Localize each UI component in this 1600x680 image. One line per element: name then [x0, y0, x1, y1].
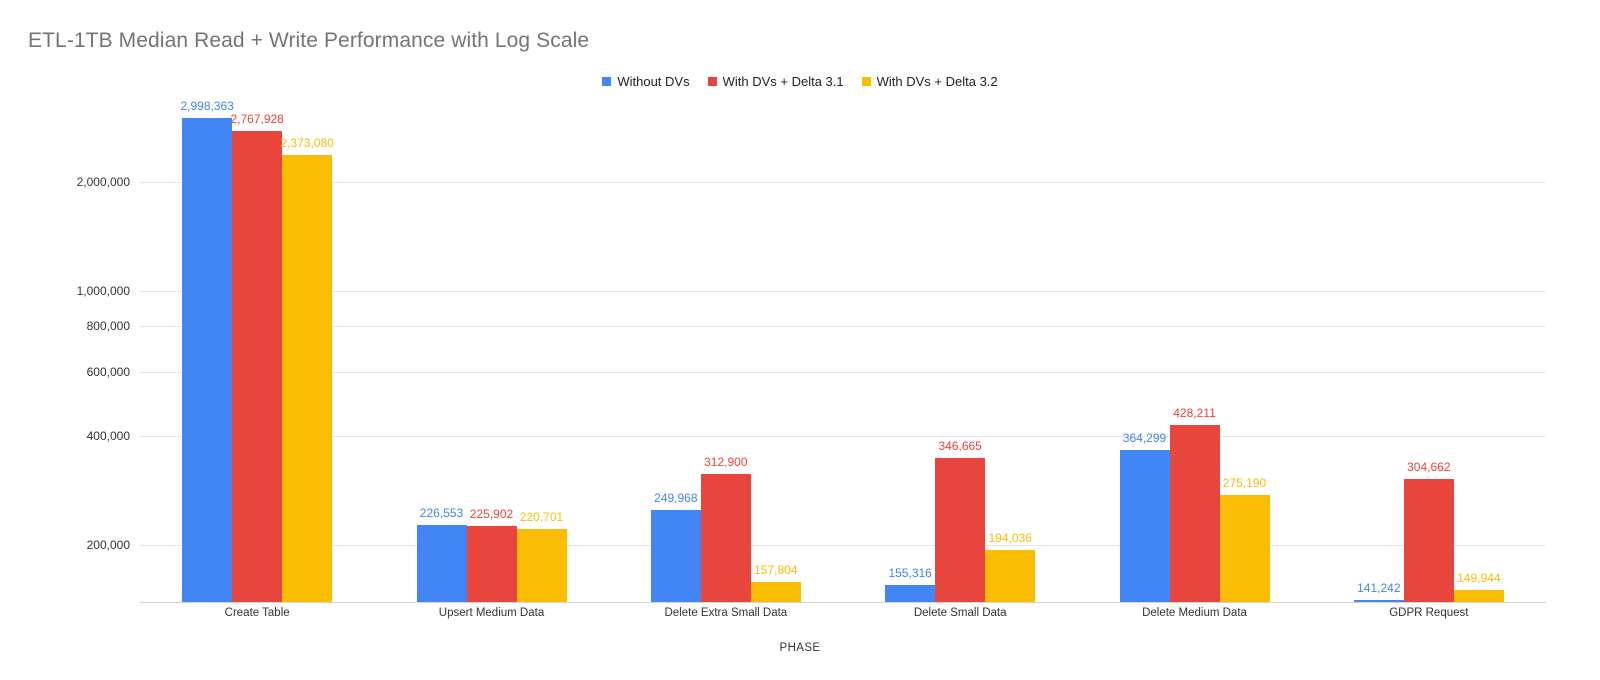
bar[interactable] — [700, 474, 751, 602]
bar-value-label: 226,553 — [419, 506, 464, 521]
y-axis-tick-label: 800,000 — [86, 319, 130, 334]
legend-label: With DVs + Delta 3.1 — [722, 74, 844, 89]
bar-value-label: 2,373,080 — [280, 136, 334, 151]
bar-value-label: 2,998,363 — [180, 99, 234, 114]
bar[interactable] — [466, 525, 517, 602]
legend-item-2[interactable]: With DVs + Delta 3.1 — [707, 74, 844, 89]
gridline — [140, 326, 1546, 328]
bar[interactable] — [232, 130, 283, 602]
legend-swatch-icon — [602, 77, 612, 86]
bar[interactable] — [416, 525, 467, 602]
legend-swatch-icon — [707, 77, 717, 86]
y-axis-tick-label: 1,000,000 — [76, 284, 130, 299]
bar-value-label: 304,662 — [1407, 459, 1451, 474]
bar-value-label: 194,036 — [988, 530, 1032, 545]
legend-label: Without DVs — [617, 74, 690, 89]
bar-value-label: 346,665 — [938, 439, 982, 454]
x-axis-category-label: GDPR Request — [1389, 607, 1469, 619]
bar[interactable] — [1119, 450, 1170, 602]
bar-value-label: 428,211 — [1173, 405, 1216, 420]
x-axis-category-label: Delete Small Data — [913, 607, 1007, 619]
bar[interactable] — [750, 582, 801, 602]
bar-value-label: 2,767,928 — [230, 111, 284, 126]
bar-value-label: 364,299 — [1122, 431, 1167, 446]
bar[interactable] — [885, 584, 936, 602]
bar[interactable] — [516, 529, 567, 602]
legend-item-3[interactable]: With DVs + Delta 3.2 — [861, 74, 998, 89]
bar[interactable] — [1403, 478, 1454, 602]
x-axis-title: PHASE — [779, 642, 821, 654]
bar[interactable] — [282, 155, 333, 602]
gridline — [140, 291, 1546, 293]
bar[interactable] — [182, 118, 233, 602]
bar-value-label: 220,701 — [519, 510, 564, 525]
legend-label: With DVs + Delta 3.2 — [876, 74, 998, 89]
bar[interactable] — [1219, 494, 1270, 602]
gridline — [140, 371, 1546, 373]
chart-legend: Without DVs With DVs + Delta 3.1 With DVs … — [0, 74, 1600, 89]
bar[interactable] — [1353, 599, 1404, 602]
bar[interactable] — [985, 549, 1036, 602]
x-axis-category-label: Upsert Medium Data — [438, 607, 545, 619]
x-axis-category-label: Create Table — [224, 607, 290, 619]
bar-value-label: 141,242 — [1357, 580, 1401, 595]
bar-value-label: 157,804 — [754, 563, 798, 578]
x-axis-category-label: Delete Medium Data — [1142, 607, 1247, 619]
legend-item-1[interactable]: Without DVs — [602, 74, 690, 89]
bar[interactable] — [1169, 424, 1220, 602]
bar[interactable] — [1453, 590, 1504, 602]
bar[interactable] — [650, 509, 701, 602]
bar-value-label: 149,944 — [1457, 571, 1501, 586]
y-axis-tick-label: 200,000 — [86, 538, 130, 552]
bar-value-label: 155,316 — [888, 565, 932, 580]
bar-value-label: 225,902 — [469, 506, 514, 521]
x-axis-category-label: Delete Extra Small Data — [664, 607, 788, 619]
x-axis-line — [140, 602, 1546, 603]
y-axis-tick-label: 400,000 — [86, 428, 130, 443]
bar[interactable] — [935, 458, 986, 602]
bar-value-label: 312,900 — [704, 455, 748, 470]
gridline — [140, 435, 1546, 437]
gridline — [140, 182, 1546, 183]
bar-value-label: 275,190 — [1222, 475, 1267, 490]
y-axis-tick-label: 600,000 — [86, 364, 130, 379]
bar-value-label: 249,968 — [654, 490, 698, 505]
legend-swatch-icon — [861, 77, 871, 86]
y-axis-tick-label: 2,000,000 — [76, 175, 130, 189]
gridline — [140, 545, 1546, 546]
chart-title: ETL-1TB Median Read + Write Performance … — [28, 29, 590, 52]
